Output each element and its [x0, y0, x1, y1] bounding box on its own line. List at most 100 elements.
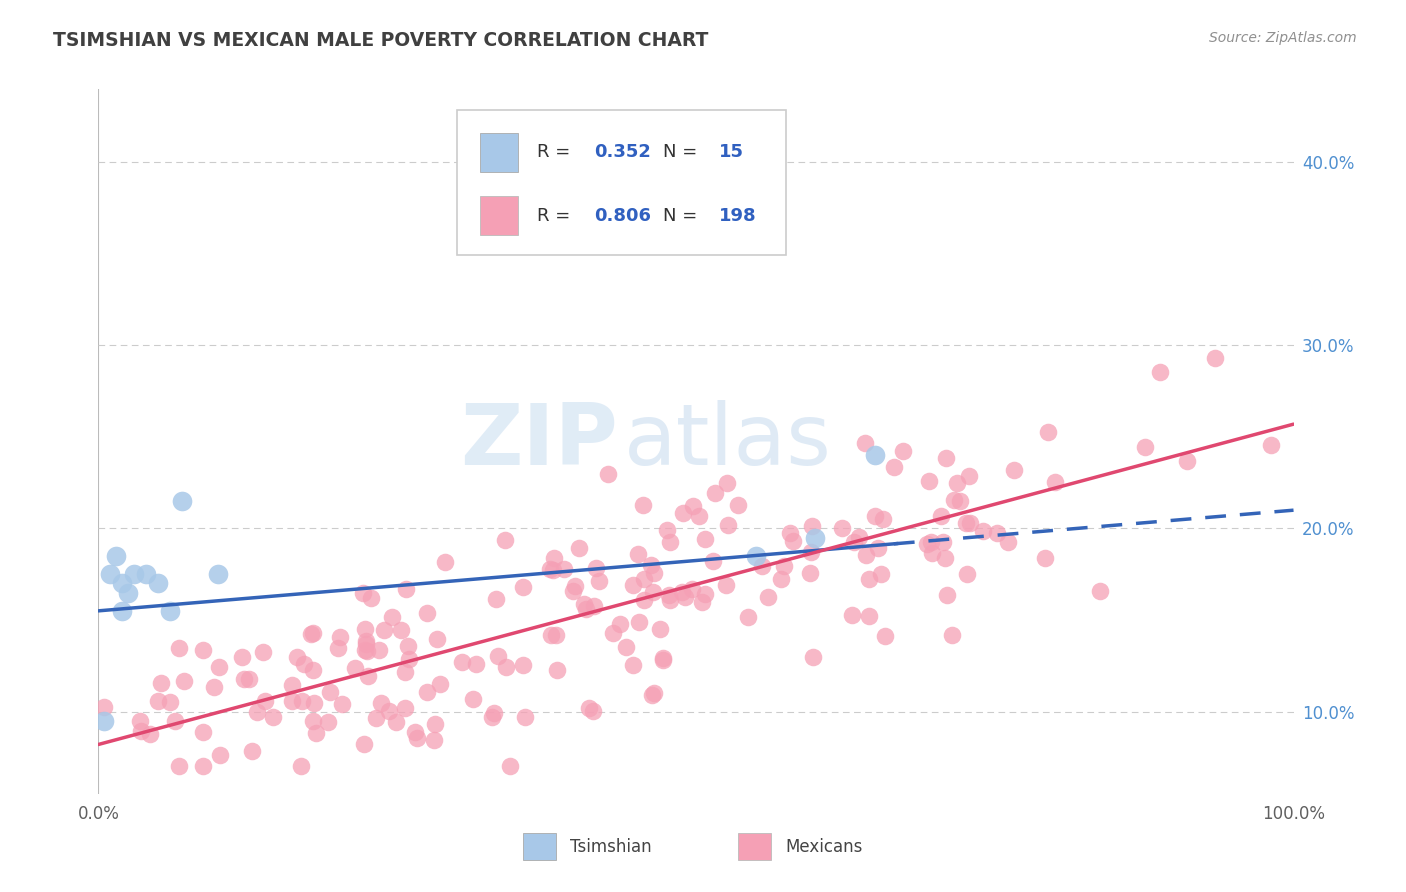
Point	[621, 578, 644, 592]
Text: R =: R =	[537, 144, 576, 161]
Point	[717, 518, 740, 533]
Point	[957, 468, 980, 483]
Point	[745, 549, 768, 563]
Point	[367, 643, 389, 657]
Point	[883, 460, 905, 475]
Point	[207, 567, 229, 582]
Point	[688, 509, 710, 524]
Bar	[479, 196, 517, 235]
Point	[208, 747, 231, 762]
Point	[858, 608, 880, 623]
Point	[464, 657, 486, 671]
Point	[384, 715, 406, 730]
Point	[673, 590, 696, 604]
Point	[682, 499, 704, 513]
Point	[716, 475, 738, 490]
Point	[1002, 463, 1025, 477]
Point	[627, 615, 650, 629]
Point	[842, 535, 865, 549]
Point	[485, 592, 508, 607]
Point	[727, 498, 749, 512]
Point	[588, 574, 610, 588]
Point	[299, 627, 322, 641]
Point	[280, 694, 302, 708]
Point	[934, 551, 956, 566]
Point	[481, 710, 503, 724]
Point	[111, 576, 134, 591]
Point	[105, 549, 128, 563]
Point	[364, 711, 387, 725]
Point	[93, 714, 115, 728]
Point	[800, 544, 823, 558]
Point	[135, 567, 157, 582]
Point	[546, 663, 568, 677]
Point	[173, 673, 195, 688]
Point	[98, 567, 122, 582]
Point	[955, 516, 977, 531]
Text: atlas: atlas	[624, 400, 832, 483]
Point	[702, 554, 724, 568]
Point	[129, 724, 152, 739]
Point	[648, 622, 671, 636]
Point	[546, 627, 568, 641]
Point	[191, 759, 214, 773]
Point	[855, 548, 877, 562]
Point	[716, 578, 738, 592]
Point	[918, 475, 941, 489]
Point	[357, 669, 380, 683]
Point	[1033, 551, 1056, 566]
Point	[681, 582, 703, 596]
Point	[426, 632, 449, 646]
Text: R =: R =	[537, 207, 576, 225]
Point	[146, 694, 169, 708]
Point	[578, 701, 600, 715]
Point	[541, 563, 564, 577]
Point	[370, 696, 392, 710]
Point	[949, 494, 972, 508]
Point	[461, 692, 484, 706]
Point	[353, 622, 375, 636]
Point	[921, 546, 943, 560]
Point	[302, 664, 325, 678]
Bar	[523, 833, 557, 860]
Point	[305, 726, 328, 740]
Point	[773, 558, 796, 573]
Point	[434, 554, 457, 568]
Point	[381, 610, 404, 624]
Point	[671, 585, 693, 599]
Point	[1043, 475, 1066, 490]
Point	[353, 738, 375, 752]
Point	[484, 706, 506, 720]
Point	[319, 685, 342, 699]
Point	[943, 493, 966, 508]
Text: 198: 198	[718, 207, 756, 225]
Point	[139, 727, 162, 741]
Point	[254, 694, 277, 708]
Point	[841, 608, 863, 623]
Bar	[738, 833, 772, 860]
Point	[756, 590, 779, 604]
Point	[425, 717, 447, 731]
Point	[316, 714, 339, 729]
Point	[360, 591, 382, 605]
Point	[238, 673, 260, 687]
Point	[693, 587, 716, 601]
Point	[703, 486, 725, 500]
Point	[543, 550, 565, 565]
Point	[1133, 440, 1156, 454]
Point	[631, 499, 654, 513]
Point	[956, 567, 979, 582]
Point	[935, 450, 957, 465]
Point	[831, 521, 853, 535]
Point	[602, 625, 624, 640]
Point	[93, 700, 115, 714]
Point	[932, 534, 955, 549]
Point	[165, 714, 187, 728]
Point	[329, 630, 352, 644]
Text: 15: 15	[718, 144, 744, 161]
Point	[159, 604, 181, 618]
Point	[643, 566, 665, 581]
Text: 0.352: 0.352	[595, 144, 651, 161]
Point	[997, 535, 1019, 549]
Point	[373, 623, 395, 637]
